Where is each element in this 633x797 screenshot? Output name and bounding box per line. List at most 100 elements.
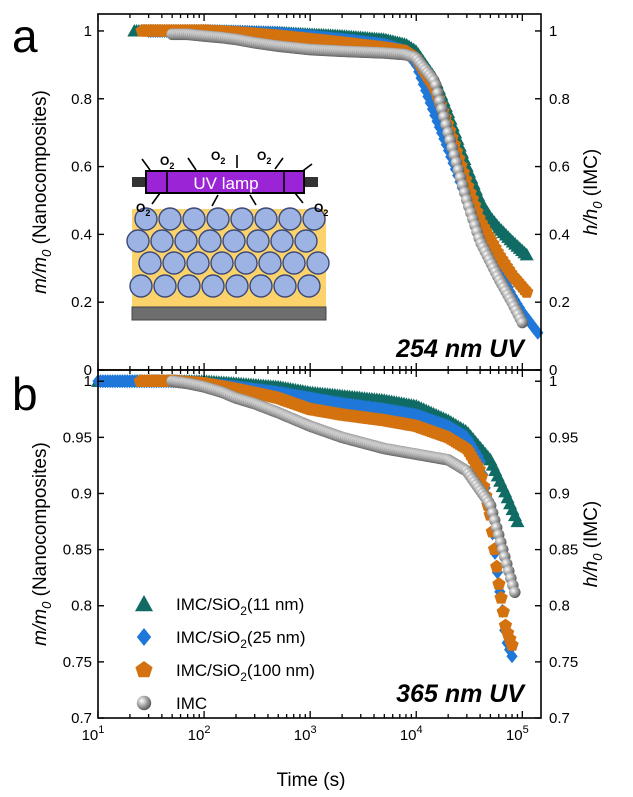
panel-b-ytick-left: 0.7 xyxy=(71,710,92,727)
silica-nanoparticle xyxy=(274,275,296,297)
uv-lamp-label: UV lamp xyxy=(193,174,258,193)
panel-b-ytick-left: 0.9 xyxy=(71,485,92,502)
silica-nanoparticle xyxy=(163,252,185,274)
silica-nanoparticle xyxy=(298,275,320,297)
legend-label: IMC/SiO2(25 nm) xyxy=(176,628,306,651)
silica-nanoparticle xyxy=(187,252,209,274)
panel-b-uv-annotation: 365 nm UV xyxy=(396,680,526,708)
silica-nanoparticle xyxy=(226,275,248,297)
silica-nanoparticle xyxy=(247,230,269,252)
silica-nanoparticle xyxy=(250,275,272,297)
silica-nanoparticle xyxy=(130,275,152,297)
silica-nanoparticle xyxy=(151,230,173,252)
panel-a-ytick-right: 0.4 xyxy=(549,226,570,243)
silica-nanoparticle xyxy=(255,208,277,230)
silica-nanoparticle xyxy=(139,252,161,274)
panel-b-ytick-right: 0.95 xyxy=(549,429,578,446)
panel-a-ytick-left: 0.6 xyxy=(71,159,92,176)
panel-a-ytick-right: 0.6 xyxy=(549,159,570,176)
panel-b-marker xyxy=(492,577,505,590)
panel-b-frame xyxy=(98,370,541,718)
panel-a-ytick-left: 0.4 xyxy=(71,226,92,243)
panel-b-ytick-right: 1 xyxy=(549,373,557,390)
panel-b-ytick-left: 0.8 xyxy=(71,598,92,615)
oxygen-label: O2 xyxy=(160,154,174,171)
silica-nanoparticle xyxy=(207,208,229,230)
panel-b-ytick-right: 0.85 xyxy=(549,542,578,559)
silica-nanoparticle xyxy=(154,275,176,297)
panel-a-marker xyxy=(517,317,529,329)
panel-b-marker xyxy=(490,560,503,573)
silica-nanoparticle xyxy=(211,252,233,274)
legend-item-3: IMC/SiO2(100 nm) xyxy=(135,661,315,684)
legend-label: IMC/SiO2(11 nm) xyxy=(176,595,304,618)
panel-a-right-ylabel: h/h0 (IMC) xyxy=(581,149,605,235)
uv-lamp-inset: UV lampO2O2 O2O2 O2 xyxy=(127,149,329,320)
panel-a-ytick-left: 1 xyxy=(84,23,92,40)
legend: IMC/SiO2(11 nm) IMC/SiO2(25 nm) IMC/SiO2(1… xyxy=(135,595,315,713)
uv-ray xyxy=(142,159,150,170)
silica-nanoparticle xyxy=(295,230,317,252)
silica-nanoparticle xyxy=(127,230,149,252)
legend-label: IMC xyxy=(176,694,207,713)
silica-nanoparticle xyxy=(175,230,197,252)
silica-nanoparticle xyxy=(159,208,181,230)
panel-b-marker xyxy=(509,587,521,599)
panel-b-ytick-right: 0.75 xyxy=(549,654,578,671)
silica-nanoparticle xyxy=(183,208,205,230)
panel-b-ytick-left: 0.85 xyxy=(63,542,92,559)
silica-nanoparticle xyxy=(231,208,253,230)
uv-ray xyxy=(152,193,160,204)
x-tick-label: 103 xyxy=(294,724,317,744)
panel-b-ytick-left: 0.75 xyxy=(63,654,92,671)
uv-ray xyxy=(212,195,218,206)
lamp-electrode-right xyxy=(305,177,318,187)
panel-a-ytick-right: 1 xyxy=(549,23,557,40)
legend-marker-sphere xyxy=(137,696,151,710)
panel-b-marker xyxy=(497,605,510,618)
panel-a-ytick-right: 0.8 xyxy=(549,91,570,108)
uv-ray xyxy=(188,158,196,170)
panel-b-right-ylabel: h/h0 (IMC) xyxy=(581,501,605,587)
panel-b-ytick-left: 1 xyxy=(84,373,92,390)
legend-item-4: IMC xyxy=(137,694,207,713)
silica-nanoparticle xyxy=(199,230,221,252)
panel-a-uv-annotation: 254 nm UV xyxy=(395,335,526,363)
panel-b-ytick-right: 0.9 xyxy=(549,485,570,502)
panel-a-ytick-left: 0.8 xyxy=(71,91,92,108)
silica-nanoparticle xyxy=(271,230,293,252)
panel-a-ytick-right: 0.2 xyxy=(549,294,570,311)
x-tick-label: 101 xyxy=(82,724,105,744)
oxygen-label: O2 xyxy=(211,149,225,166)
silica-nanoparticle xyxy=(223,230,245,252)
panel-b-ytick-right: 0.8 xyxy=(549,598,570,615)
legend-marker-diamond xyxy=(137,628,151,646)
panel-a: 0 00.2 0.20.4 0.40.6 0.60.8 0.81 1m/m0 (Nanoco… xyxy=(30,14,605,379)
legend-marker-triangle xyxy=(135,595,153,611)
panel-b-label: b xyxy=(12,368,38,420)
silica-nanoparticle xyxy=(283,252,305,274)
lamp-electrode-left xyxy=(132,177,145,187)
legend-marker-pentagon xyxy=(135,661,152,677)
uv-ray xyxy=(250,195,256,205)
legend-label: IMC/SiO2(100 nm) xyxy=(176,661,315,684)
panel-b: 0.7 0.7 0.75 0.75 0.8 0.8 0.85 0.85 0.9 0.9 0.95 0.… xyxy=(30,370,605,744)
panel-b-ytick-right: 0.7 xyxy=(549,710,570,727)
silica-nanoparticle xyxy=(259,252,281,274)
x-tick-label: 104 xyxy=(400,724,423,744)
silica-nanoparticle xyxy=(235,252,257,274)
uv-ray xyxy=(295,193,303,203)
oxygen-label: O2 xyxy=(257,149,271,166)
x-tick-label: 102 xyxy=(188,724,211,744)
panel-a-left-ylabel: m/m0 (Nanocomposites) xyxy=(30,90,54,294)
silica-nanoparticle xyxy=(279,208,301,230)
silica-nanoparticle xyxy=(307,252,329,274)
panel-b-ytick-left: 0.95 xyxy=(63,429,92,446)
uv-ray xyxy=(275,158,283,169)
silica-nanoparticle xyxy=(178,275,200,297)
substrate xyxy=(132,307,326,320)
panel-b-left-ylabel: m/m0 (Nanocomposites) xyxy=(30,442,54,646)
x-axis-label: Time (s) xyxy=(277,770,346,791)
legend-item-2: IMC/SiO2(25 nm) xyxy=(137,628,306,651)
